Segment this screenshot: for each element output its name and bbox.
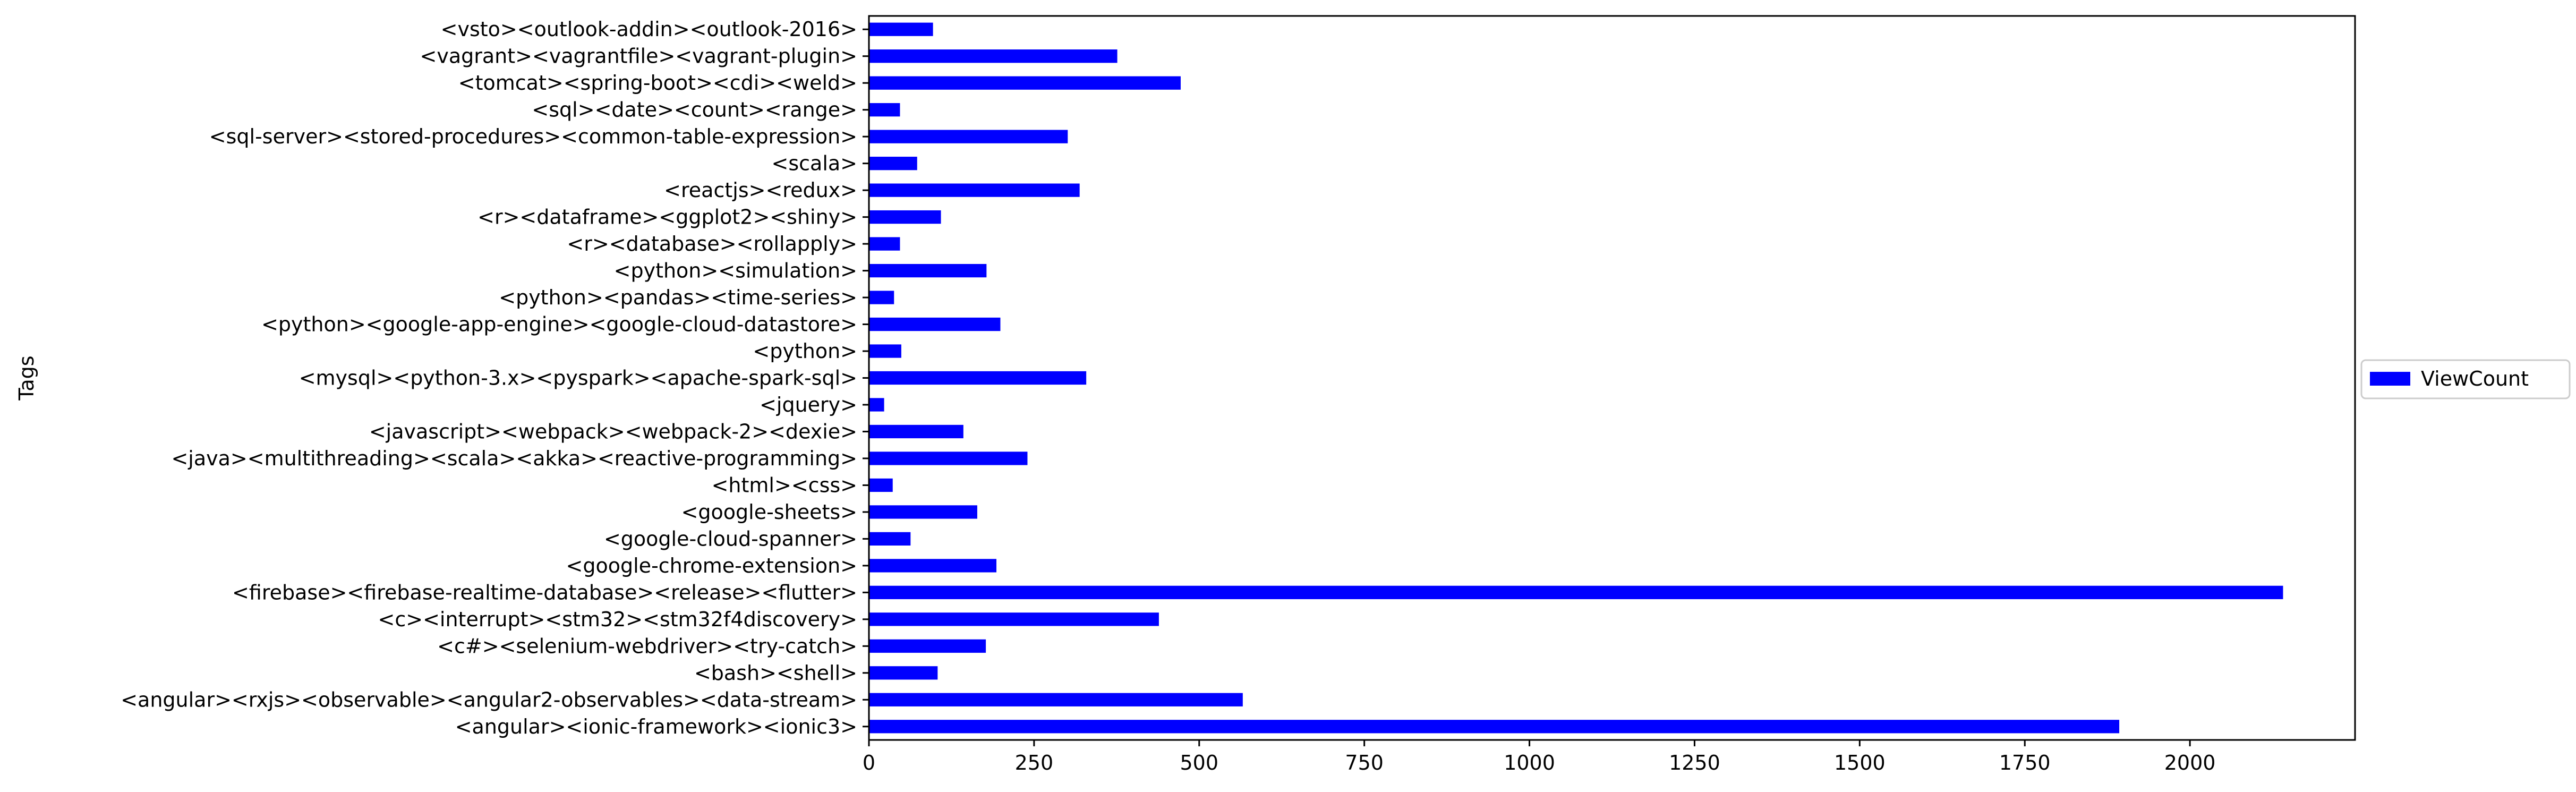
y-tick-label: <reactjs><redux> — [664, 178, 857, 202]
y-tick-label: <bash><shell> — [694, 661, 857, 685]
y-tick-label: <r><database><rollapply> — [567, 232, 857, 256]
bar — [869, 505, 977, 519]
bar — [869, 130, 1068, 143]
x-tick-label: 750 — [1345, 751, 1384, 774]
bar — [869, 424, 963, 439]
y-tick-label: <scala> — [772, 152, 858, 175]
bar — [869, 666, 938, 680]
bar — [869, 103, 900, 117]
bar — [869, 22, 933, 36]
bar — [869, 183, 1080, 197]
y-tick-label: <python> — [753, 339, 857, 363]
y-tick-label: <google-sheets> — [681, 500, 857, 524]
bar — [869, 639, 986, 653]
bar — [869, 237, 900, 251]
bar — [869, 693, 1243, 706]
bars-group — [869, 22, 2283, 734]
bar — [869, 344, 901, 358]
x-tick-label: 250 — [1015, 751, 1054, 774]
y-tick-label: <html><css> — [712, 473, 857, 497]
bar — [869, 452, 1028, 465]
bar — [869, 157, 917, 171]
x-tick-label: 1000 — [1504, 751, 1555, 774]
bar — [869, 720, 2120, 734]
x-tick-label: 2000 — [2164, 751, 2216, 774]
bar — [869, 263, 987, 278]
bar — [869, 371, 1087, 385]
y-tick-label: <tomcat><spring-boot><cdi><weld> — [458, 71, 857, 95]
x-tick-label: 1500 — [1834, 751, 1886, 774]
bar — [869, 317, 1001, 331]
legend-swatch — [2370, 372, 2410, 386]
bar — [869, 49, 1118, 63]
legend: ViewCount — [2360, 359, 2571, 399]
y-tick-label: <angular><rxjs><observable><angular2-obs… — [121, 688, 857, 711]
bar — [869, 291, 894, 304]
y-tick-label: <vagrant><vagrantfile><vagrant-plugin> — [420, 45, 857, 68]
y-tick-label: <firebase><firebase-realtime-database><r… — [232, 581, 857, 604]
y-tick-label: <sql-server><stored-procedures><common-t… — [209, 125, 857, 148]
y-tick-label: <python><simulation> — [614, 259, 857, 283]
legend-label: ViewCount — [2421, 367, 2529, 390]
x-axis: 0 250 500 750 1000 1250 1500 1750 2000 — [863, 740, 2216, 774]
x-tick-label: 1750 — [1999, 751, 2051, 774]
y-tick-label: <c><interrupt><stm32><stm32f4discovery> — [378, 608, 858, 631]
x-tick-label: 0 — [863, 751, 875, 774]
y-tick-label: <javascript><webpack><webpack-2><dexie> — [369, 420, 857, 443]
bar — [869, 585, 2283, 599]
x-tick-label: 500 — [1180, 751, 1219, 774]
y-tick-label: <mysql><python-3.x><pyspark><apache-spar… — [299, 367, 857, 390]
legend-box — [2360, 359, 2571, 399]
y-tick-label: <java><multithreading><scala><akka><reac… — [171, 447, 857, 470]
bar — [869, 559, 997, 573]
y-tick-label: <r><dataframe><ggplot2><shiny> — [477, 206, 857, 229]
bar — [869, 398, 884, 412]
bar — [869, 612, 1159, 626]
y-tick-label: <google-cloud-spanner> — [604, 527, 857, 550]
bar — [869, 76, 1181, 90]
y-axis-label: Tags — [15, 355, 38, 401]
y-tick-label: <python><google-app-engine><google-cloud… — [261, 313, 857, 336]
bar — [869, 532, 911, 546]
y-axis: <angular><ionic-framework><ionic3> <angul… — [121, 18, 869, 738]
y-tick-label: <vsto><outlook-addin><outlook-2016> — [441, 18, 857, 41]
bar — [869, 210, 941, 224]
y-tick-label: <sql><date><count><range> — [532, 98, 857, 122]
x-tick-label: 1250 — [1669, 751, 1720, 774]
y-tick-label: <angular><ionic-framework><ionic3> — [455, 715, 857, 738]
plot-frame — [868, 15, 2356, 741]
y-tick-label: <python><pandas><time-series> — [499, 286, 857, 309]
bar — [869, 478, 893, 492]
y-tick-label: <google-chrome-extension> — [566, 554, 857, 577]
y-tick-label: <jquery> — [760, 393, 857, 416]
y-tick-label: <c#><selenium-webdriver><try-catch> — [437, 634, 857, 658]
